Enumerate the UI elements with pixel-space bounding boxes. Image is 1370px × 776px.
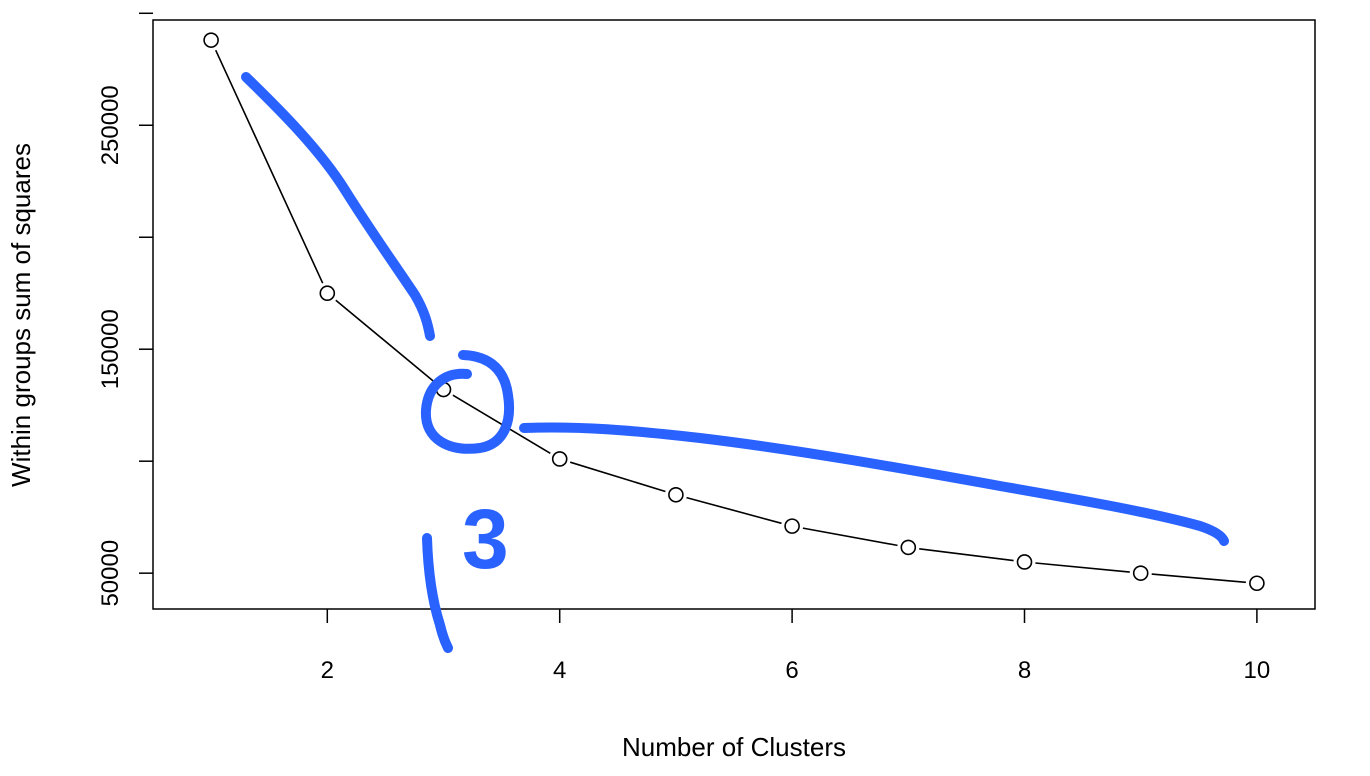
annotation-number: 3 bbox=[462, 492, 509, 586]
data-point bbox=[784, 518, 800, 534]
x-axis-title: Number of Clusters bbox=[622, 732, 846, 762]
x-tick-label: 6 bbox=[785, 657, 798, 684]
annotation-lower-stroke bbox=[519, 422, 1229, 546]
data-point bbox=[668, 486, 684, 503]
data-point bbox=[203, 32, 219, 48]
plot-frame bbox=[152, 19, 1316, 610]
y-tick-label: 250000 bbox=[97, 85, 124, 165]
x-tick-label: 4 bbox=[553, 657, 566, 684]
data-point bbox=[900, 539, 917, 556]
data-point bbox=[1249, 575, 1265, 592]
data-point bbox=[1132, 565, 1149, 581]
x-axis: 2 4 6 8 10 bbox=[321, 609, 1271, 684]
y-tick-label: 150000 bbox=[97, 309, 124, 389]
data-point bbox=[1016, 554, 1033, 570]
data-point bbox=[319, 285, 336, 302]
series-points bbox=[203, 32, 1265, 592]
x-tick-label: 2 bbox=[321, 657, 334, 684]
x-tick-label: 8 bbox=[1018, 657, 1031, 684]
annotation-circle bbox=[420, 350, 514, 454]
data-point bbox=[551, 451, 568, 467]
annotation-tick-stroke bbox=[422, 533, 453, 653]
x-tick-label: 10 bbox=[1244, 657, 1271, 684]
handwritten-annotation: 3 bbox=[241, 72, 1229, 653]
annotation-upper-stroke bbox=[241, 72, 435, 341]
y-axis-title: Within groups sum of squares bbox=[6, 143, 36, 487]
y-tick-label: 50000 bbox=[97, 540, 124, 607]
y-axis: 50000 150000 250000 bbox=[97, 12, 153, 607]
